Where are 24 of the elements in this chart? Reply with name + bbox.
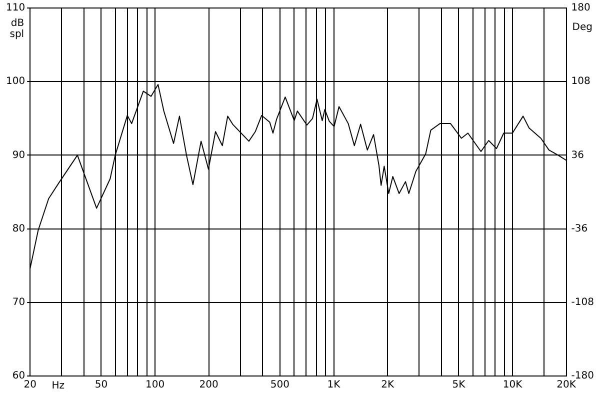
x-tick-label: 20K (556, 380, 576, 391)
y-tick-label: 100 (6, 76, 26, 88)
x-tick-label: 2K (381, 380, 394, 391)
y2-tick-label: 108 (571, 76, 590, 88)
y2-tick-label: 180 (571, 2, 590, 14)
y-tick-label: 80 (12, 223, 26, 234)
x-tick-label: 100 (145, 380, 165, 391)
x-tick-label: 50 (94, 380, 108, 391)
x-tick-label: 1K (327, 380, 341, 391)
x-tick-label: 200 (199, 380, 218, 391)
x-tick-label: 5K (452, 380, 466, 391)
y2-axis-title: Deg (572, 22, 593, 33)
y-tick-label: 70 (12, 296, 26, 308)
y-tick-label: 110 (6, 2, 26, 14)
x-tick-label: 500 (270, 380, 290, 391)
y-axis-title: dB spl (10, 18, 24, 40)
y-tick-label: 90 (12, 150, 26, 161)
y2-tick-label: -108 (571, 296, 594, 308)
x-axis-title: Hz (52, 380, 64, 392)
y2-tick-label: 36 (571, 150, 584, 161)
y-tick-label: 60 (12, 370, 26, 382)
x-tick-label: 10K (502, 380, 523, 391)
y2-tick-label: -36 (571, 223, 588, 234)
x-tick-label: 20 (24, 380, 36, 391)
